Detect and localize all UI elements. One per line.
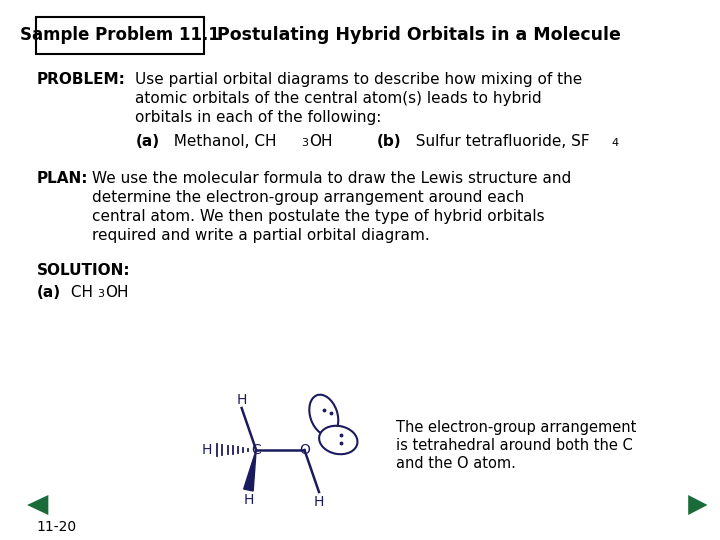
Text: H: H <box>236 393 247 407</box>
Polygon shape <box>27 495 48 515</box>
Text: OH: OH <box>105 285 129 300</box>
Ellipse shape <box>319 426 357 454</box>
Text: determine the electron-group arrangement around each: determine the electron-group arrangement… <box>92 190 524 205</box>
Text: H: H <box>202 443 212 457</box>
Text: orbitals in each of the following:: orbitals in each of the following: <box>135 110 382 125</box>
Text: H: H <box>243 493 253 507</box>
Text: atomic orbitals of the central atom(s) leads to hybrid: atomic orbitals of the central atom(s) l… <box>135 91 542 106</box>
Text: PLAN:: PLAN: <box>37 171 89 186</box>
Text: PROBLEM:: PROBLEM: <box>37 72 125 87</box>
Text: 4: 4 <box>612 138 619 148</box>
Text: C: C <box>251 443 261 457</box>
Text: 3: 3 <box>302 138 309 148</box>
Text: We use the molecular formula to draw the Lewis structure and: We use the molecular formula to draw the… <box>92 171 571 186</box>
Text: and the O atom.: and the O atom. <box>396 456 516 471</box>
Ellipse shape <box>310 395 338 435</box>
Text: OH: OH <box>310 134 333 149</box>
Text: (a): (a) <box>135 134 159 149</box>
Text: SOLUTION:: SOLUTION: <box>37 263 130 278</box>
FancyBboxPatch shape <box>36 17 204 54</box>
Text: Sample Problem 11.1: Sample Problem 11.1 <box>20 26 220 44</box>
Text: 11-20: 11-20 <box>37 520 77 534</box>
Text: (a): (a) <box>37 285 61 300</box>
Text: Methanol, CH: Methanol, CH <box>164 134 276 149</box>
Text: CH: CH <box>66 285 93 300</box>
Text: Use partial orbital diagrams to describe how mixing of the: Use partial orbital diagrams to describe… <box>135 72 582 87</box>
Text: Sulfur tetrafluoride, SF: Sulfur tetrafluoride, SF <box>406 134 590 149</box>
Text: The electron-group arrangement: The electron-group arrangement <box>396 420 636 435</box>
Polygon shape <box>688 495 708 515</box>
Text: 3: 3 <box>98 289 104 299</box>
Text: (b): (b) <box>377 134 402 149</box>
Text: H: H <box>314 495 324 509</box>
Text: Postulating Hybrid Orbitals in a Molecule: Postulating Hybrid Orbitals in a Molecul… <box>217 26 621 44</box>
Text: O: O <box>299 443 310 457</box>
Polygon shape <box>243 450 256 491</box>
Text: central atom. We then postulate the type of hybrid orbitals: central atom. We then postulate the type… <box>92 209 544 224</box>
Text: is tetrahedral around both the C: is tetrahedral around both the C <box>396 438 633 453</box>
Text: required and write a partial orbital diagram.: required and write a partial orbital dia… <box>92 228 430 243</box>
